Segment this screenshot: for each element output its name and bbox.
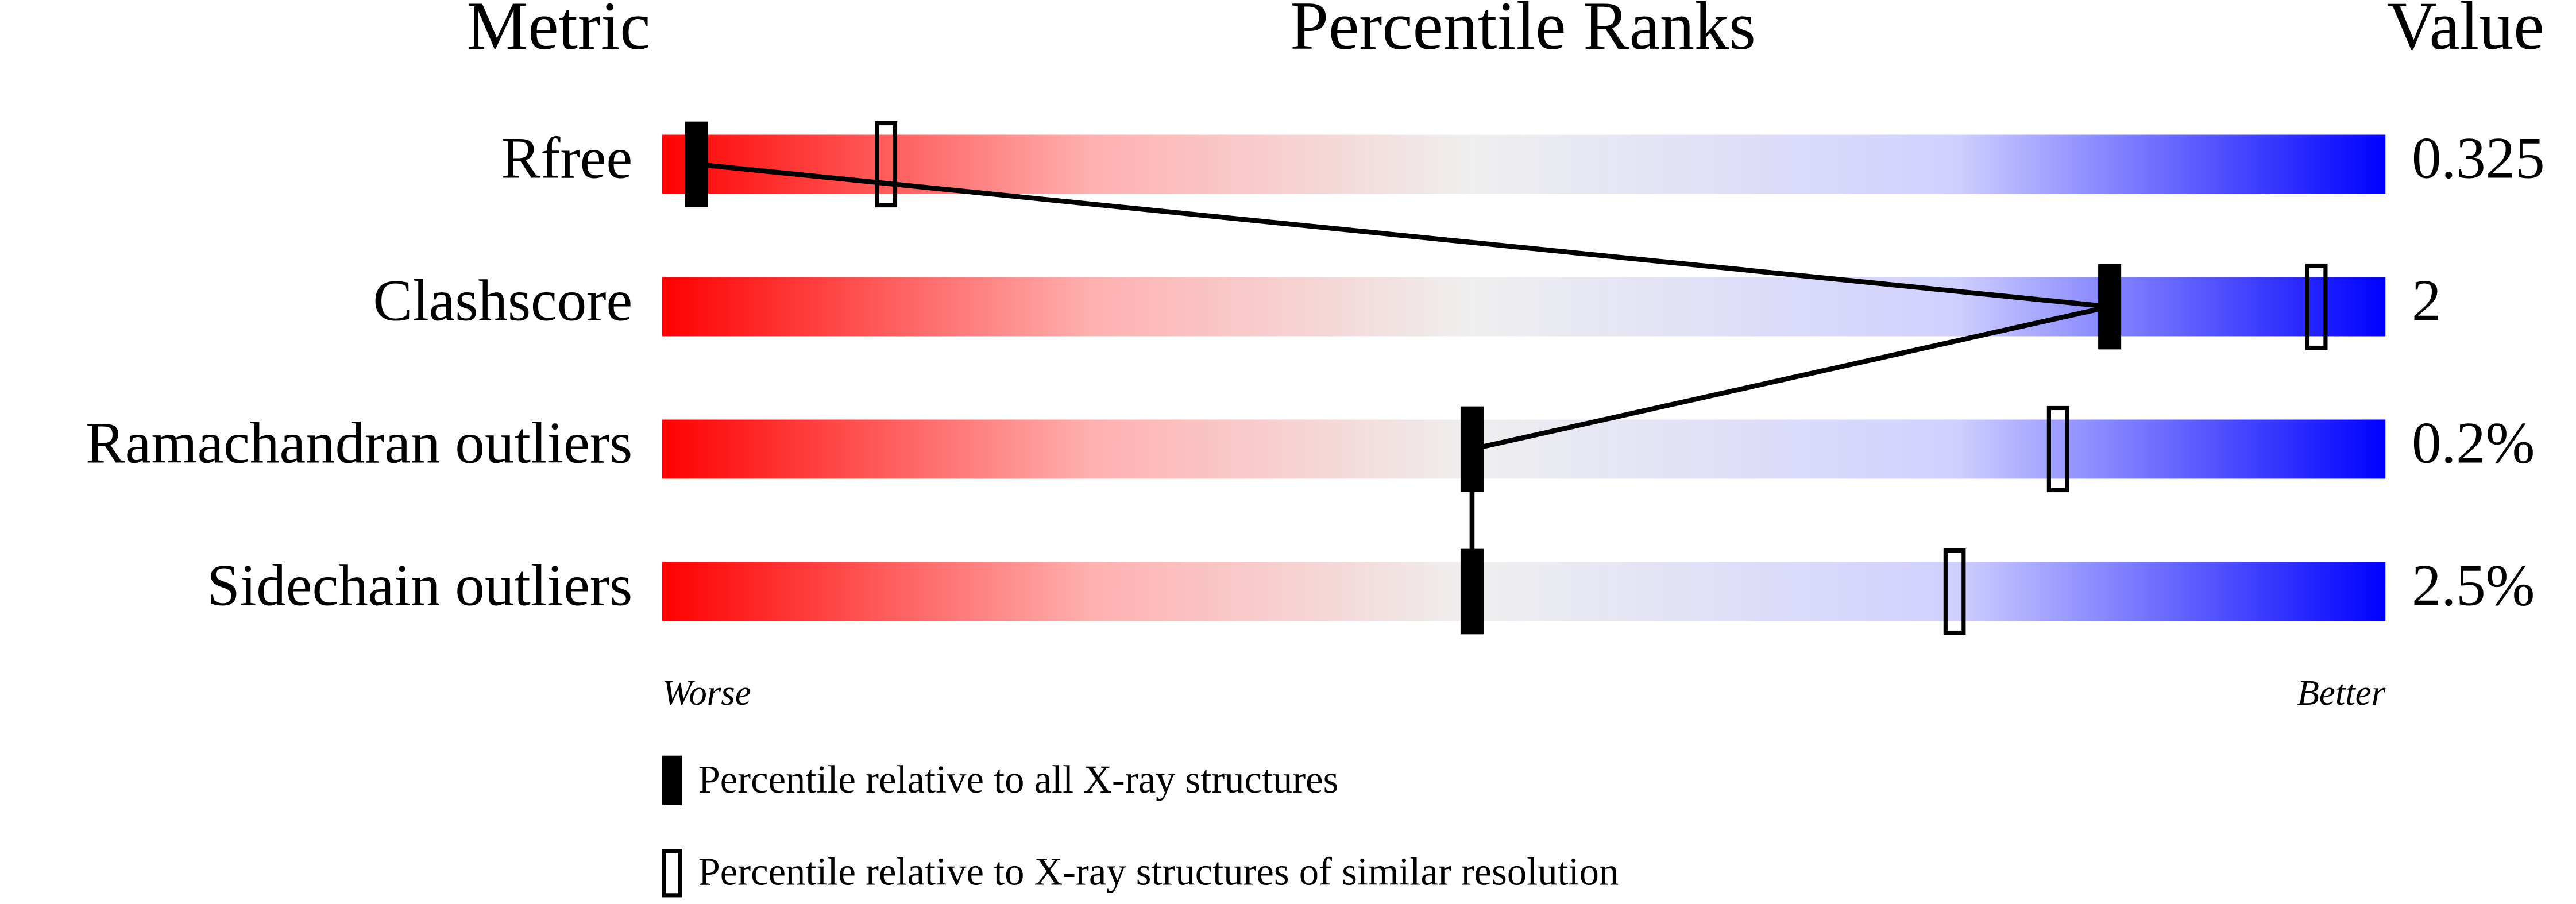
header: Value [2387,0,2544,64]
better-label: Better [2297,673,2385,713]
relative-marker [875,121,898,208]
metric-value: 0.325 [2412,126,2545,191]
legend-marker [662,755,682,805]
metric-value: 2 [2412,268,2441,334]
relative-marker [1943,548,1966,635]
absolute-marker [2098,264,2122,350]
slider-bar [662,277,2386,337]
metric-value: 2.5% [2412,553,2535,619]
legend-label: Percentile relative to X-ray structures … [698,849,1619,893]
header: Metric [466,0,650,64]
connector-line [696,161,2111,592]
metric-value: 0.2% [2412,411,2535,476]
legend-marker [661,849,682,898]
relative-marker [2046,405,2069,493]
slider-bar [662,134,2386,194]
metric-label: Rfree [501,126,633,191]
worse-label: Worse [662,673,751,713]
header: Percentile Ranks [1290,0,1756,64]
metric-label: Sidechain outliers [207,553,633,619]
legend-label: Percentile relative to all X-ray structu… [698,758,1339,801]
absolute-marker [1460,548,1484,635]
slider-bar [662,419,2386,479]
metric-label: Clashscore [373,268,632,334]
absolute-marker [685,121,708,207]
metric-label: Ramachandran outliers [86,411,632,476]
relative-marker [2305,263,2328,350]
absolute-marker [1460,406,1484,492]
slider-bar [662,562,2386,621]
